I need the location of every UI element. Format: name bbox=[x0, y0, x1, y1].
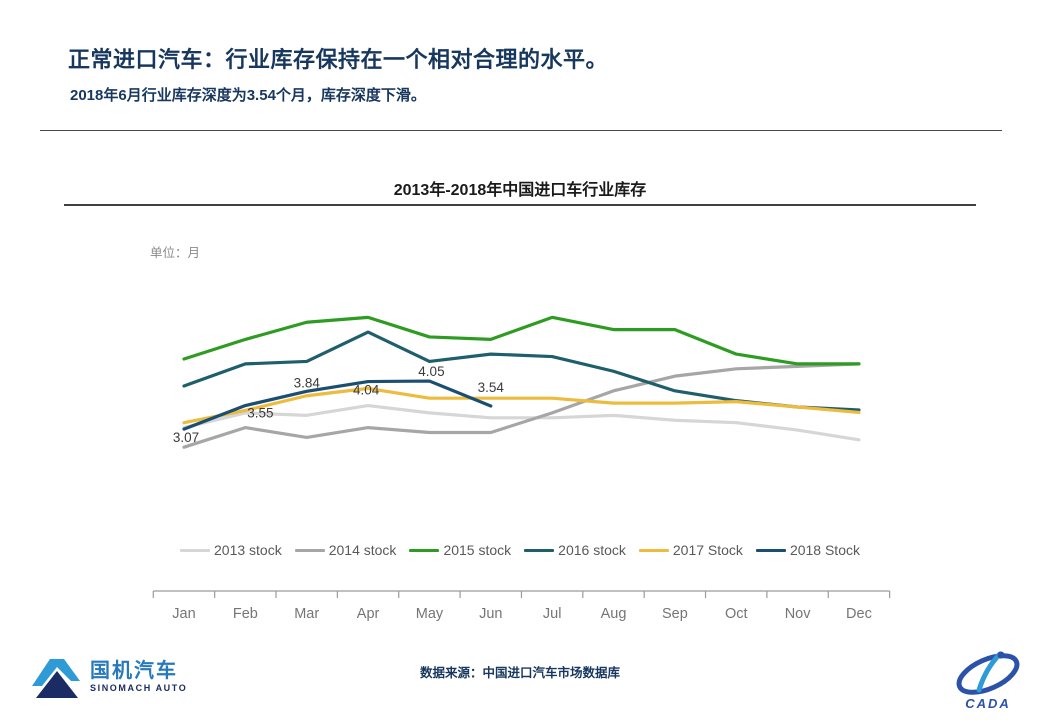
legend-label: 2017 Stock bbox=[672, 542, 743, 558]
x-axis-label: Aug bbox=[601, 606, 627, 622]
sinomach-mountain-icon bbox=[32, 659, 80, 698]
cada-logo: CADA bbox=[956, 651, 1020, 711]
legend-label: 2013 stock bbox=[214, 542, 282, 558]
series-2015-stock bbox=[182, 315, 861, 366]
series-2013-stock bbox=[182, 403, 861, 442]
data-label: 3.54 bbox=[478, 380, 505, 395]
x-axis-label: Jun bbox=[479, 606, 502, 622]
x-axis-label: May bbox=[416, 606, 444, 622]
legend-item-2018-stock: 2018 Stock bbox=[755, 542, 860, 558]
sinomach-logo-cn: 国机汽车 bbox=[90, 659, 178, 682]
page-title: 正常进口汽车：行业库存保持在一个相对合理的水平。 bbox=[68, 47, 609, 72]
legend-item-2014-stock: 2014 stock bbox=[294, 542, 397, 558]
page-subtitle: 2018年6月行业库存深度为3.54个月，库存深度下滑。 bbox=[70, 87, 426, 104]
x-axis-label: Jul bbox=[543, 606, 562, 622]
x-axis-label: Nov bbox=[785, 606, 812, 622]
chart-title: 2013年-2018年中国进口车行业库存 bbox=[393, 182, 647, 199]
legend-item-2013-stock: 2013 stock bbox=[180, 542, 282, 558]
legend-label: 2018 Stock bbox=[789, 542, 860, 558]
series-2014-stock bbox=[182, 362, 861, 449]
x-axis-labels: Jan Feb Mar Apr May Jun Jul Aug Sep Oct Nov Dec bbox=[172, 606, 872, 622]
legend-label: 2014 stock bbox=[328, 542, 397, 558]
legend-swatch bbox=[180, 548, 210, 552]
x-axis-label: Oct bbox=[725, 606, 748, 622]
legend-swatch bbox=[409, 548, 440, 552]
chart-legend: 2013 stock 2014 stock 2015 stock 2016 stock… bbox=[0, 542, 1040, 558]
unit-label: 单位：月 bbox=[150, 245, 200, 260]
data-source-note: 数据来源：中国进口汽车市场数据库 bbox=[419, 666, 620, 680]
x-axis-label: Mar bbox=[294, 606, 319, 622]
series-2018-stock bbox=[182, 379, 493, 431]
header-divider bbox=[40, 130, 1002, 131]
chart-title-underline bbox=[64, 204, 976, 206]
cada-logo-text: CADA bbox=[965, 696, 1011, 711]
data-label: 3.55 bbox=[247, 406, 273, 421]
legend-swatch bbox=[638, 548, 669, 552]
data-label: 4.04 bbox=[353, 383, 380, 398]
data-label: 3.84 bbox=[294, 375, 321, 390]
data-labels: 3.07 3.55 3.84 4.04 4.05 3.54 bbox=[173, 364, 505, 445]
legend-swatch bbox=[524, 548, 555, 552]
x-axis-label: Feb bbox=[233, 606, 258, 622]
x-axis-label: Dec bbox=[846, 606, 872, 622]
data-label: 4.05 bbox=[418, 364, 444, 379]
x-axis-label: Jan bbox=[172, 606, 195, 622]
legend-item-2015-stock: 2015 stock bbox=[409, 542, 511, 558]
series-2017-stock bbox=[182, 386, 861, 425]
x-axis-label: Apr bbox=[357, 606, 380, 622]
legend-item-2016-stock: 2016 stock bbox=[524, 542, 626, 558]
legend-label: 2016 stock bbox=[558, 542, 626, 558]
sinomach-logo: 国机汽车 SINOMACH AUTO bbox=[30, 654, 187, 700]
legend-item-2017-stock: 2017 Stock bbox=[638, 542, 743, 558]
legend-label: 2015 stock bbox=[443, 542, 512, 558]
legend-swatch bbox=[755, 548, 786, 552]
x-axis bbox=[152, 590, 891, 598]
legend-swatch bbox=[294, 548, 325, 552]
x-axis-label: Sep bbox=[662, 606, 688, 622]
data-label: 3.07 bbox=[173, 430, 199, 445]
sinomach-logo-en: SINOMACH AUTO bbox=[90, 682, 188, 693]
